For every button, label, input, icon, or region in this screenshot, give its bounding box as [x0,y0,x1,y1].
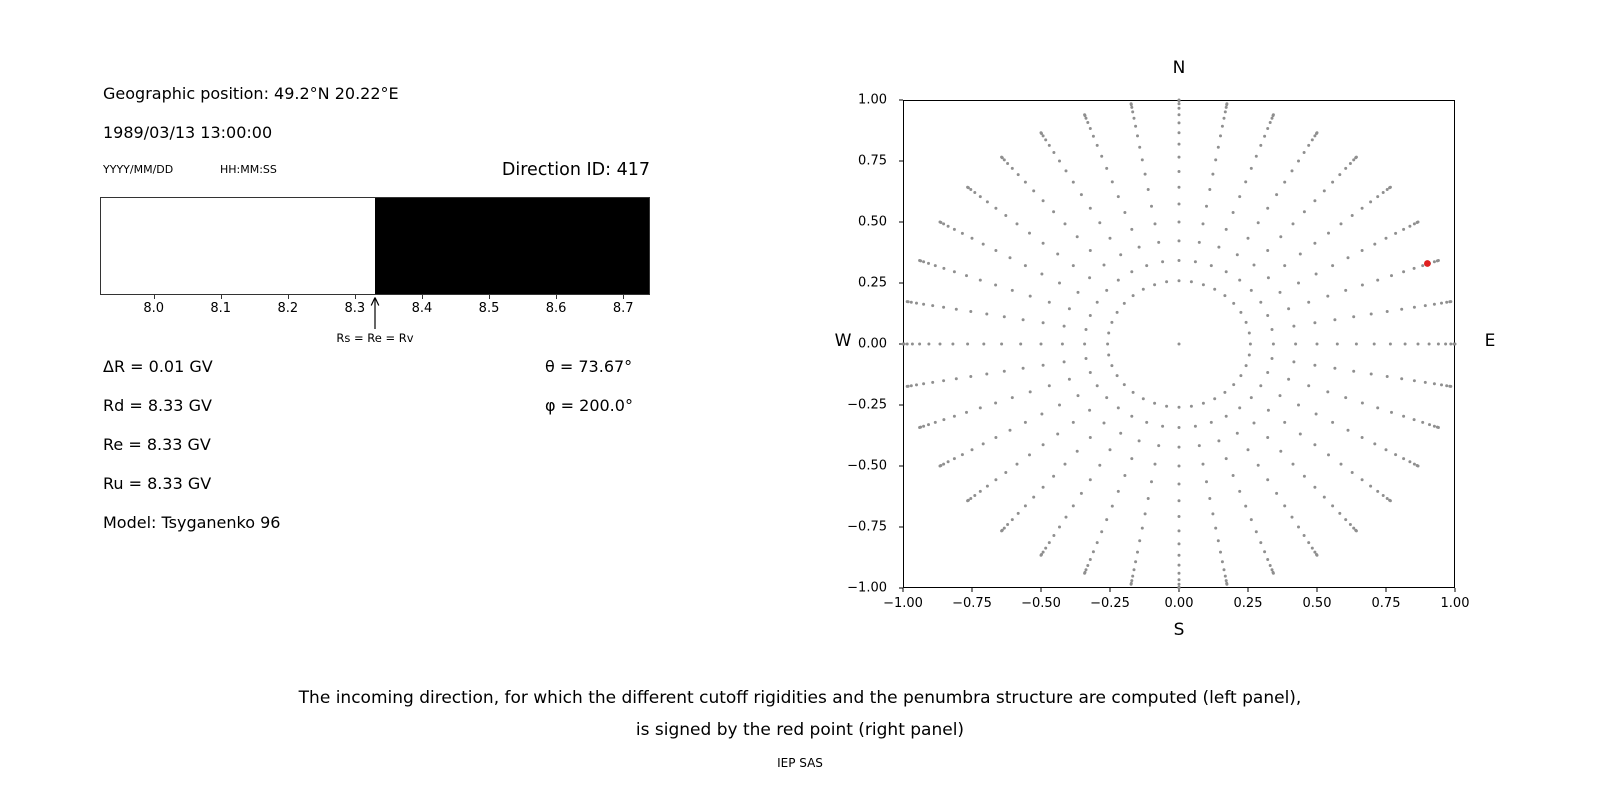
penumbra-tick-mark [153,295,155,299]
caption-line-2: is signed by the red point (right panel) [635,720,965,740]
sky-x-tick-label: −1.00 [883,596,923,611]
datetime-label: 1989/03/13 13:00:00 [103,123,273,142]
sky-x-tick-label: −0.25 [1090,596,1130,611]
penumbra-tick-mark [220,295,222,299]
penumbra-tick-mark [421,295,423,299]
sky-x-tick-label: 0.25 [1233,596,1263,611]
re-value: Re = 8.33 GV [103,435,211,454]
sky-y-tick-label: 0.75 [858,153,887,169]
penumbra-tick-label: 8.2 [277,301,299,316]
delta-r-value: ΔR = 0.01 GV [103,357,213,376]
time-format-label: HH:MM:SS [220,163,277,176]
ru-value: Ru = 8.33 GV [103,474,212,493]
sky-y-tick-label: −0.50 [847,458,887,474]
penumbra-forbidden-band [375,198,649,294]
sky-x-tick-label: 0.00 [1164,596,1194,611]
sky-plot-svg [899,98,1457,592]
phi-value: φ = 200.0° [545,396,633,415]
penumbra-tick-mark [489,295,491,299]
credit-label: IEP SAS [777,756,823,770]
penumbra-tick-label: 8.1 [210,301,232,316]
sky-x-ticklabels: −1.00 −0.75 −0.50 −0.25 0.00 0.25 0.50 0.75 1.00 [883,596,1469,612]
sky-y-tick-label: −1.00 [847,580,887,596]
sky-direction-panel: N S W E −1.00 −0.75 −0.50 −0.25 0.00 0.25 0.50… [835,58,1496,640]
sky-y-ticklabels: −1.00 −0.75 −0.50 −0.25 0.00 0.25 0.50 0.75 1.00 [833,93,895,596]
red-direction-point [1424,260,1431,267]
compass-west-label: W [834,331,852,351]
sky-y-tick-label: 0.25 [858,275,887,291]
sky-x-tick-label: 0.75 [1371,596,1401,611]
penumbra-tick-mark [287,295,289,299]
sky-x-tick-label: −0.75 [952,596,992,611]
penumbra-tick-mark [354,295,356,299]
model-label: Model: Tsyganenko 96 [103,513,281,532]
penumbra-tick-label: 8.4 [411,301,433,316]
sky-y-tick-label: 1.00 [858,92,887,108]
sky-x-tick-label: −0.50 [1021,596,1061,611]
compass-south-label: S [1173,620,1185,640]
date-format-label: YYYY/MM/DD [103,163,174,176]
penumbra-tick-label: 8.5 [478,301,500,316]
sky-y-tick-label: −0.75 [847,519,887,535]
penumbra-tick-label: 8.6 [545,301,567,316]
penumbra-tick-label: 8.7 [612,301,634,316]
penumbra-tick-label: 8.0 [143,301,164,316]
theta-value: θ = 73.67° [545,357,633,376]
sky-x-tick-label: 1.00 [1440,596,1470,611]
penumbra-chart [100,197,650,295]
geographic-position-label: Geographic position: 49.2°N 20.22°E [103,84,399,103]
penumbra-axis: 8.0 8.1 8.2 8.3 8.4 8.5 8.6 8.7 [100,295,650,321]
cutoff-arrow-icon [370,297,380,329]
cutoff-arrow-label: Rs = Re = Rv [336,331,414,345]
sky-x-tick-label: 0.50 [1302,596,1332,611]
sky-y-tick-label: −0.25 [847,397,887,413]
penumbra-tick-label: 8.3 [344,301,366,316]
caption-line-1: The incoming direction, for which the di… [298,688,1302,708]
rd-value: Rd = 8.33 GV [103,396,212,415]
sky-y-tick-label: 0.00 [858,336,887,352]
penumbra-tick-mark [623,295,625,299]
sky-y-tick-label: 0.50 [858,214,887,230]
penumbra-panel: Geographic position: 49.2°N 20.22°E 1989… [100,80,650,560]
penumbra-tick-mark [556,295,558,299]
compass-east-label: E [1484,331,1496,351]
compass-north-label: N [1172,58,1186,78]
direction-id-label: Direction ID: 417 [501,160,650,180]
